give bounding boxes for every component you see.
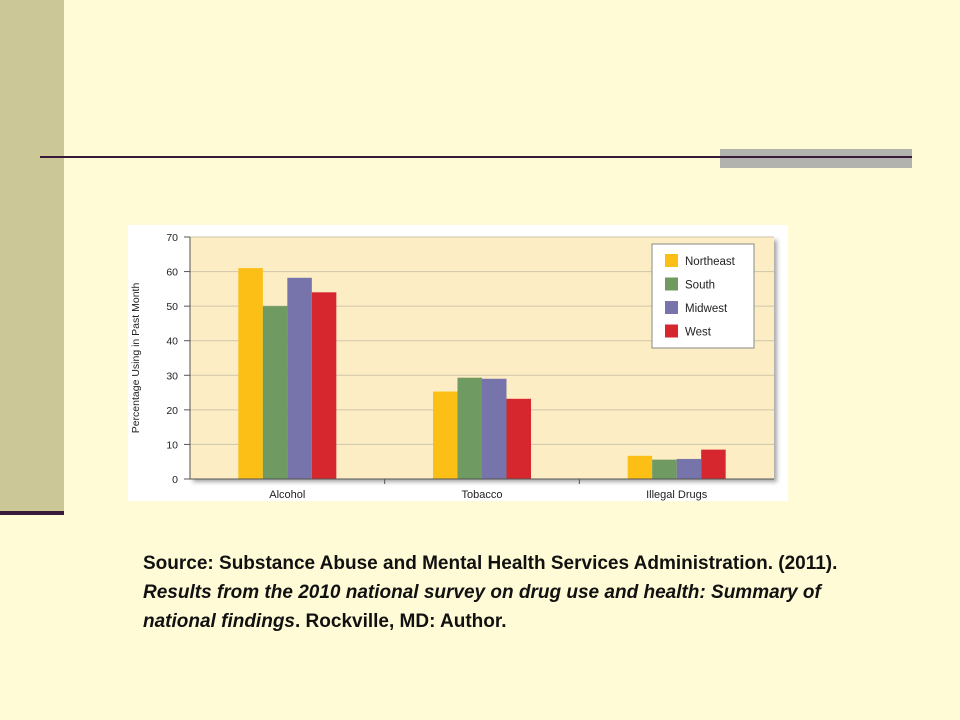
legend-label-midwest: Midwest [685,303,728,315]
legend-swatch-west [665,324,678,338]
source-title: Results from the 2010 national survey on… [143,582,821,632]
bar-south-alcohol [262,306,288,479]
x-tick-label: Alcohol [269,489,305,501]
source-citation: Source: Substance Abuse and Mental Healt… [143,549,863,636]
y-tick-label: 10 [166,439,178,451]
y-tick-label: 20 [166,405,178,417]
axes: 0 10 20 30 40 50 60 70 Alcohol Tobacco Illegal Dru… [166,232,774,501]
bar-midwest-alcohol [287,277,312,479]
legend-swatch-northeast [665,254,678,267]
sidebar-decoration [0,0,64,511]
bar-west-alcohol [311,292,337,479]
title-rule-accent-line [720,156,912,158]
legend-label-northeast: Northeast [685,256,736,268]
legend: Northeast South Midwest West [651,243,755,349]
legend-label-south: South [685,280,715,292]
bar-south-tobacco [457,377,482,479]
bar-west-tobacco [506,398,531,479]
chart-container: 0 10 20 30 40 50 60 70 Alcohol Tobacco Illegal Dru… [128,225,788,501]
bar-northeast-tobacco [433,391,458,479]
bars [238,268,726,479]
source-prefix: Source: Substance Abuse and Mental Healt… [143,553,838,574]
bar-south-illegal-drugs [652,459,677,479]
sidebar-underline [0,511,64,515]
bar-midwest-illegal-drugs [676,458,702,479]
y-tick-label: 60 [166,267,178,279]
y-tick-label: 70 [166,232,178,244]
y-tick-label: 40 [166,336,178,348]
legend-swatch-midwest [665,301,678,314]
y-tick-label: 50 [166,301,178,313]
x-tick-label: Tobacco [462,489,503,501]
bar-northeast-illegal-drugs [627,455,653,479]
legend-label-west: West [685,327,712,339]
y-tick-label: 30 [166,370,178,382]
bar-northeast-alcohol [238,268,263,479]
x-tick-label: Illegal Drugs [646,489,708,501]
y-axis-label: Percentage Using in Past Month [130,283,142,434]
bar-midwest-tobacco [482,378,507,479]
bar-west-illegal-drugs [701,449,726,479]
bar-chart: 0 10 20 30 40 50 60 70 Alcohol Tobacco Illegal Dru… [130,232,774,501]
legend-swatch-south [665,277,678,291]
source-suffix: . Rockville, MD: Author. [295,611,507,632]
y-tick-label: 0 [172,474,178,486]
title-rule-accent [720,149,912,168]
title-rule [40,156,912,158]
